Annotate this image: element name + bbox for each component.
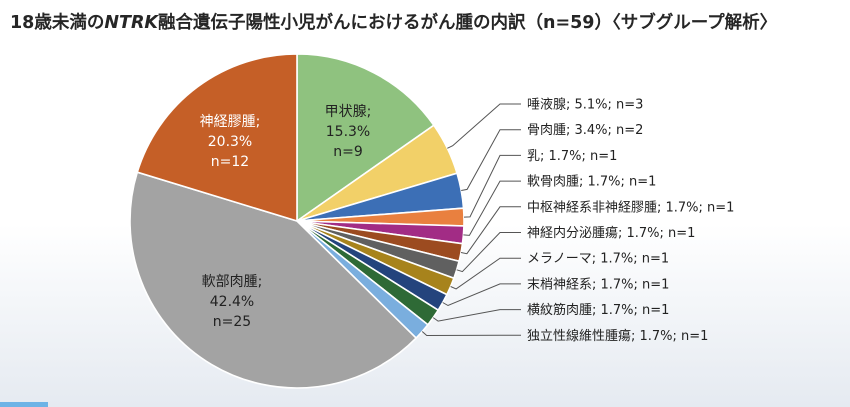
slice-7-label: 神経内分泌腫瘍; 1.7%; n=1 bbox=[527, 225, 695, 241]
slice-5-label: 軟骨肉腫; 1.7%; n=1 bbox=[527, 174, 656, 190]
slice-6-leader bbox=[460, 206, 521, 255]
chart-title-suffix: 融合遺伝子陽性小児がんにおけるがん腫の内訳（n=59）〈サブグループ解析〉 bbox=[157, 13, 778, 33]
chart-title: 18歳未満のNTRK融合遺伝子陽性小児がんにおけるがん腫の内訳（n=59）〈サブ… bbox=[10, 9, 850, 34]
slice-9-leader bbox=[442, 283, 521, 307]
slice-11-label: 独立性線維性腫瘍; 1.7%; n=1 bbox=[527, 328, 708, 344]
slice-13 bbox=[136, 53, 298, 223]
slice-10-label: 横紋筋肉腫; 1.7%; n=1 bbox=[527, 302, 669, 318]
slice-11-leader bbox=[421, 331, 521, 337]
slice-4-label: 乳; 1.7%; n=1 bbox=[527, 149, 617, 164]
slice-1-label-count: n=9 bbox=[333, 144, 363, 160]
slice-10-leader bbox=[432, 309, 521, 322]
slice-2-leader bbox=[447, 103, 521, 149]
slice-8-leader bbox=[450, 257, 521, 290]
slice-9-label: 末梢神経系; 1.7%; n=1 bbox=[527, 277, 669, 292]
slice-12-label-percent: 42.4% bbox=[210, 294, 254, 310]
pie-slices bbox=[129, 53, 465, 389]
slice-1-label-name: 甲状腺; bbox=[325, 104, 372, 120]
slice-5-leader bbox=[463, 180, 521, 236]
slice-13-label-percent: 20.3% bbox=[208, 134, 252, 150]
slice-12 bbox=[129, 171, 418, 389]
slice-1-label: 甲状腺; 15.3% n=9 bbox=[325, 104, 372, 160]
slice-3-label: 骨肉腫; 3.4%; n=2 bbox=[527, 122, 643, 138]
slice-8-label: メラノーマ; 1.7%; n=1 bbox=[527, 252, 669, 267]
slice-7-leader bbox=[456, 232, 521, 273]
slice-12-label-name: 軟部肉腫; bbox=[202, 274, 263, 290]
chart-title-prefix: 18歳未満の bbox=[10, 13, 105, 33]
slice-13-label-count: n=12 bbox=[211, 154, 249, 170]
chart-title-italic: NTRK bbox=[104, 13, 158, 33]
leader-lines bbox=[421, 103, 521, 337]
slice-labels: 甲状腺; 15.3% n=9 唾液腺; 5.1%; n=3 骨肉腫; 3.4%; n=2… bbox=[200, 98, 735, 344]
slice-1-label-percent: 15.3% bbox=[326, 124, 370, 140]
slice-13-label: 神経膠腫; 20.3% n=12 bbox=[200, 114, 261, 170]
slice-3-leader bbox=[461, 129, 521, 191]
slice-1 bbox=[296, 53, 435, 223]
slice-12-label: 軟部肉腫; 42.4% n=25 bbox=[202, 274, 263, 330]
slice-6-label: 中枢神経系非神経膠腫; 1.7%; n=1 bbox=[527, 199, 734, 215]
slice-12-label-count: n=25 bbox=[213, 314, 251, 330]
slice-13-label-name: 神経膠腫; bbox=[200, 114, 261, 130]
footer-accent-bar bbox=[0, 402, 48, 407]
slice-2-label: 唾液腺; 5.1%; n=3 bbox=[527, 98, 643, 113]
slice-4-leader bbox=[463, 154, 521, 218]
